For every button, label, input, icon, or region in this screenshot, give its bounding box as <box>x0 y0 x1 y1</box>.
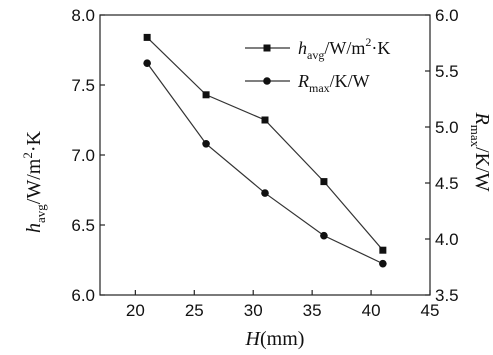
x-axis-title-unit: (mm) <box>260 328 304 350</box>
series-layer <box>143 33 387 268</box>
y-right-tick-label: 4.0 <box>435 230 459 249</box>
legend-entry-havg: havg/W/m2·K <box>245 35 390 62</box>
data-point-square <box>379 246 387 254</box>
x-axis-title: H(mm) <box>245 328 305 350</box>
y-left-tick-label: 7.0 <box>71 146 95 165</box>
legend-label-havg: havg/W/m2·K <box>298 35 390 62</box>
series-line-0 <box>146 36 384 251</box>
data-point-square <box>320 178 328 186</box>
data-point-square <box>143 33 151 41</box>
legend-marker-circle <box>263 77 271 85</box>
x-tick-label: 45 <box>421 301 440 320</box>
x-tick-label: 25 <box>185 301 204 320</box>
legend-havg-subscript: avg <box>307 48 324 62</box>
y-left-tick-label: 6.5 <box>71 216 95 235</box>
x-tick-label: 40 <box>362 301 381 320</box>
data-point-circle <box>379 259 387 268</box>
y-left-title-subscript: avg <box>33 204 48 223</box>
series-line-1 <box>146 62 384 265</box>
data-point-circle <box>202 140 210 148</box>
legend-havg-unit: /W/m <box>324 38 365 58</box>
y-left-axis-title: havg/W/m2·K <box>20 130 48 232</box>
legend-havg-tail: ·K <box>371 38 390 58</box>
data-point-circle <box>143 59 151 67</box>
y-right-tick-label: 6.0 <box>435 6 459 25</box>
y-left-title-tail: ·K <box>23 130 45 152</box>
ticks: 20 25 30 35 40 45 6.0 6.5 7.0 7.5 8.0 3.5 4.0 4.5 5.0 5… <box>71 6 458 320</box>
x-tick-label: 35 <box>303 301 322 320</box>
y-left-title-symbol: h <box>23 223 45 233</box>
data-point-circle <box>320 231 328 240</box>
y-left-title-superscript: 2 <box>20 152 35 159</box>
x-axis-title-symbol: H <box>245 328 262 350</box>
y-right-axis-title: Rmax/K/W <box>468 111 493 191</box>
y-right-title-symbol: R <box>471 111 493 124</box>
y-right-tick-label: 5.0 <box>435 118 459 137</box>
x-tick-label: 30 <box>244 301 263 320</box>
y-right-title-subscript: max <box>468 125 483 148</box>
y-right-title-unit: /K/W <box>471 147 493 192</box>
y-left-tick-label: 6.0 <box>71 286 95 305</box>
legend-entry-rmax: Rmax/K/W <box>245 71 370 95</box>
legend-havg-superscript: 2 <box>365 35 371 49</box>
y-right-tick-label: 3.5 <box>435 286 459 305</box>
y-left-tick-label: 7.5 <box>71 76 95 95</box>
data-point-square <box>261 116 269 124</box>
y-right-tick-label: 5.5 <box>435 62 459 81</box>
legend-marker-square <box>263 44 271 52</box>
legend-rmax-unit: /K/W <box>330 71 370 91</box>
legend-label-rmax: Rmax/K/W <box>297 71 370 95</box>
y-right-tick-label: 4.5 <box>435 174 459 193</box>
data-point-circle <box>261 189 269 197</box>
legend-havg-symbol: h <box>298 38 307 58</box>
y-left-tick-label: 8.0 <box>71 6 95 25</box>
legend-rmax-subscript: max <box>309 81 330 95</box>
x-tick-label: 20 <box>126 301 145 320</box>
legend-rmax-symbol: R <box>297 71 309 91</box>
data-point-square <box>202 91 210 99</box>
y-left-title-unit: /W/m <box>23 158 45 204</box>
